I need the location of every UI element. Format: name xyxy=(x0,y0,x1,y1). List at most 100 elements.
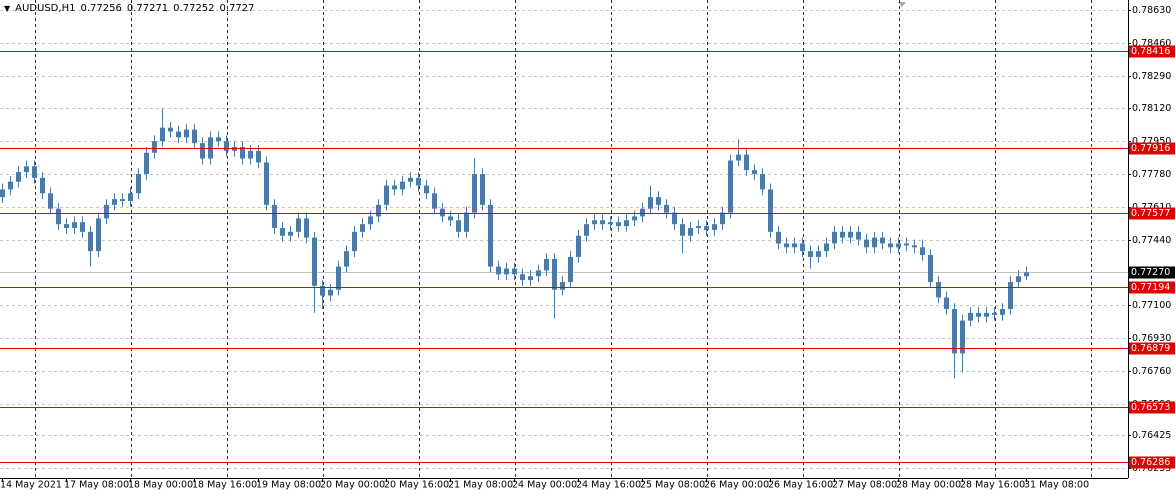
x-tick-label: 17 May 08:00 xyxy=(64,480,129,491)
candle-body xyxy=(56,208,61,225)
candle-body xyxy=(672,212,677,225)
candle-body xyxy=(920,247,925,256)
candle-body xyxy=(392,185,397,190)
x-tick-label: 20 May 00:00 xyxy=(320,480,385,491)
level-label-box xyxy=(1129,207,1175,220)
x-tick-label: 20 May 16:00 xyxy=(384,480,449,491)
candle-body xyxy=(968,312,973,321)
y-tick-label: 0.76930 xyxy=(1132,333,1171,344)
candle-body xyxy=(400,181,405,190)
header-open: 0.77256 xyxy=(80,3,122,14)
candle-body xyxy=(256,150,261,163)
candle-body xyxy=(176,131,181,138)
candle-body xyxy=(384,185,389,205)
y-tick-label: 0.78120 xyxy=(1132,103,1171,114)
candle-body xyxy=(576,235,581,257)
candle-body xyxy=(792,243,797,248)
candle-body xyxy=(240,146,245,159)
candle-body xyxy=(264,162,269,205)
x-tick-label: 14 May 2021 xyxy=(0,480,62,491)
y-tick-label: 0.77950 xyxy=(1132,136,1171,147)
x-tick-label: 31 May 08:00 xyxy=(1024,480,1089,491)
candle-body xyxy=(448,216,453,221)
candle-body xyxy=(952,309,957,354)
candle-body xyxy=(192,129,197,144)
x-tick-label: 25 May 08:00 xyxy=(640,480,705,491)
x-tick-label: 18 May 16:00 xyxy=(192,480,257,491)
y-tick-label: 0.76760 xyxy=(1132,366,1171,377)
candle-body xyxy=(880,237,885,244)
x-tick-label: 24 May 00:00 xyxy=(512,480,577,491)
candle-body xyxy=(592,220,597,225)
candle-body xyxy=(96,218,101,252)
candle-body xyxy=(768,189,773,232)
candle-body xyxy=(584,224,589,236)
header-high: 0.77271 xyxy=(126,3,169,14)
candle-body xyxy=(424,185,429,194)
header-close: 0.7727 xyxy=(219,3,255,14)
candle-body xyxy=(152,141,157,153)
candle-body xyxy=(312,237,317,286)
candle-body xyxy=(432,193,437,209)
candle-body xyxy=(544,258,549,271)
candle-body xyxy=(200,143,205,159)
candle-body xyxy=(656,197,661,205)
candle-body xyxy=(912,245,917,248)
candle-body xyxy=(64,224,69,229)
candle-body xyxy=(616,222,621,227)
level-label-box xyxy=(1129,281,1175,294)
candle-body xyxy=(600,220,605,225)
x-tick-label: 21 May 08:00 xyxy=(448,480,513,491)
candle-body xyxy=(376,204,381,217)
candle-body xyxy=(864,239,869,248)
candle-body xyxy=(696,226,701,229)
shift-marker xyxy=(898,2,906,7)
x-tick-label: 26 May 00:00 xyxy=(704,480,769,491)
candle-body xyxy=(184,129,189,138)
candle-body xyxy=(224,141,229,151)
candle-body xyxy=(960,320,965,354)
x-tick-label: 18 May 00:00 xyxy=(128,480,193,491)
candle-body xyxy=(720,212,725,225)
current-price-label: 0.77270 xyxy=(1131,267,1170,278)
candle-body xyxy=(976,312,981,317)
candle-body xyxy=(832,231,837,244)
candle-body xyxy=(520,274,525,281)
candle-body xyxy=(88,231,93,252)
candle-body xyxy=(848,231,853,238)
chart-header: ▼ AUDUSD,H1 0.77256 0.77271 0.77252 0.77… xyxy=(4,3,255,14)
candle-body xyxy=(1008,282,1013,310)
candle-body xyxy=(352,231,357,252)
level-label-box xyxy=(1129,401,1175,414)
candle-body xyxy=(528,276,533,281)
level-label: 0.76879 xyxy=(1131,343,1170,354)
level-label-box xyxy=(1129,45,1175,58)
symbol: AUDUSD,H1 xyxy=(15,3,76,14)
y-tick-label: 0.78630 xyxy=(1132,5,1171,16)
candle-body xyxy=(8,181,13,190)
candle-body xyxy=(120,199,125,201)
level-label: 0.77577 xyxy=(1131,208,1170,219)
candle-body xyxy=(160,127,165,142)
candle-body xyxy=(736,154,741,161)
candle-body xyxy=(1000,309,1005,315)
y-tick-label: 0.77100 xyxy=(1132,300,1171,311)
header-arrow: ▼ xyxy=(4,4,11,13)
candle-body xyxy=(568,256,573,283)
candle-body xyxy=(984,312,989,317)
candle-body xyxy=(872,237,877,248)
candle-body xyxy=(608,222,613,225)
candle-body xyxy=(936,282,941,298)
candle-body xyxy=(760,173,765,190)
candle-body xyxy=(808,251,813,257)
candle-body xyxy=(408,177,413,182)
candle-body xyxy=(472,173,477,213)
candle-body xyxy=(512,268,517,275)
candle-body xyxy=(464,212,469,232)
candle-body xyxy=(1016,276,1021,283)
candle-body xyxy=(216,137,221,142)
candle-body xyxy=(1024,272,1029,277)
